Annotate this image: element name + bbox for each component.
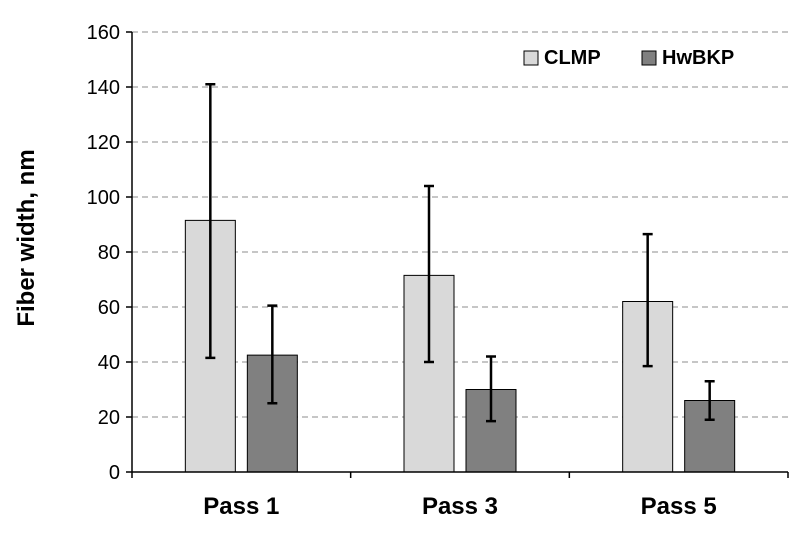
bars [184, 219, 736, 473]
y-tick-label: 40 [98, 352, 120, 374]
y-tick-label: 60 [98, 297, 120, 319]
y-axis-label: Fiber width, nm [13, 149, 40, 326]
y-tick-label: 160 [87, 22, 120, 44]
y-tick-label: 140 [87, 77, 120, 99]
x-tick-label: Pass 5 [641, 493, 717, 520]
y-tick-label: 120 [87, 132, 120, 154]
axes [126, 31, 789, 478]
legend-swatch-clmp [523, 50, 539, 66]
legend-label-clmp: CLMP [544, 47, 601, 69]
x-tick-label: Pass 3 [422, 493, 498, 520]
legend-label-hwbkp: HwBKP [662, 47, 734, 69]
error-bars [205, 83, 715, 423]
tick-labels: 0 20 40 60 80 100 120 140 160 Pass 1 Pass 3 Pass 5 [87, 22, 717, 520]
legend-swatch-hwbkp [641, 50, 657, 66]
y-tick-label: 20 [98, 407, 120, 429]
y-tick-label: 100 [87, 187, 120, 209]
y-tick-label: 80 [98, 242, 120, 264]
y-tick-label: 0 [109, 462, 120, 484]
x-tick-label: Pass 1 [203, 493, 279, 520]
legend: CLMP HwBKP [523, 47, 734, 69]
